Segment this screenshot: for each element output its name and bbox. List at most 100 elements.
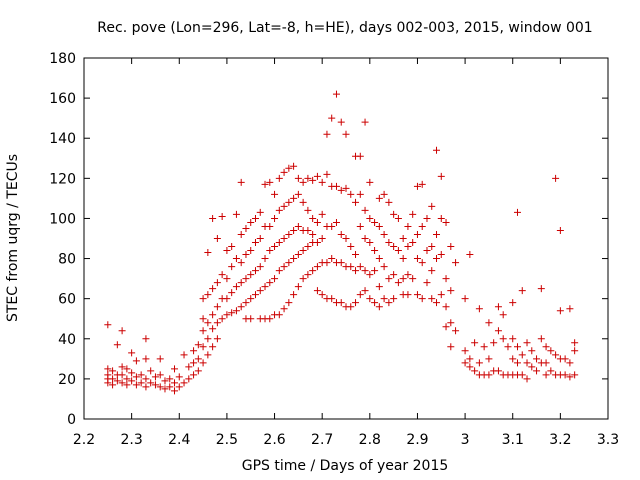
data-point (328, 255, 336, 263)
data-point (347, 243, 355, 251)
data-point (223, 311, 231, 319)
x-axis-label: GPS time / Days of year 2015 (242, 458, 449, 474)
data-point (371, 247, 379, 255)
data-point (285, 164, 293, 172)
data-point (209, 343, 217, 351)
data-point (256, 235, 264, 242)
data-point (247, 247, 255, 255)
data-point (413, 291, 421, 299)
data-point (304, 271, 312, 279)
data-point (232, 255, 240, 263)
data-point (542, 359, 550, 367)
data-point (271, 190, 279, 198)
data-point (556, 226, 564, 234)
data-point (366, 214, 374, 222)
data-point (461, 295, 469, 303)
data-point (385, 198, 393, 206)
data-point (509, 299, 517, 307)
data-point (371, 218, 379, 226)
chart-title: Rec. pove (Lon=296, Lat=-8, h=HE), days … (97, 20, 592, 36)
data-point (490, 339, 498, 347)
data-point (213, 319, 221, 327)
x-tick-label: 2.4 (168, 432, 190, 448)
y-axis-label: STEC from uqrg / TECUs (5, 154, 21, 322)
data-point (261, 180, 269, 188)
data-point (513, 208, 521, 216)
data-point (109, 375, 117, 383)
data-point (247, 295, 255, 303)
data-point (294, 190, 302, 198)
x-tick-label: 2.8 (359, 432, 381, 448)
data-point (290, 255, 298, 263)
data-point (251, 291, 259, 299)
data-point (380, 263, 388, 271)
data-point (475, 359, 483, 367)
data-point (533, 355, 541, 363)
data-point (147, 367, 155, 375)
data-point (332, 218, 340, 226)
data-point (256, 208, 264, 216)
data-point (394, 247, 402, 255)
data-point (242, 299, 250, 307)
data-point (304, 174, 312, 182)
data-point (542, 343, 550, 351)
data-points (104, 90, 579, 395)
data-point (399, 255, 407, 263)
data-point (356, 263, 364, 271)
data-point (209, 311, 217, 319)
data-point (518, 351, 526, 359)
data-point (228, 309, 236, 317)
data-point (204, 351, 212, 359)
data-point (209, 325, 217, 333)
data-point (171, 387, 179, 395)
x-tick-label: 2.3 (121, 432, 143, 448)
data-point (280, 168, 288, 176)
data-point (309, 230, 317, 238)
data-point (366, 178, 374, 186)
data-point (266, 279, 274, 287)
data-point (228, 263, 236, 271)
data-point (552, 174, 560, 182)
data-point (132, 381, 140, 389)
data-point (285, 299, 293, 307)
data-point (123, 365, 131, 373)
data-point (533, 367, 541, 375)
data-point (123, 381, 131, 389)
data-point (494, 327, 502, 335)
data-point (213, 303, 221, 311)
x-tick-label: 2.2 (73, 432, 95, 448)
data-point (566, 373, 574, 381)
data-point (266, 178, 274, 186)
data-point (566, 305, 574, 313)
data-point (151, 373, 159, 381)
data-point (247, 271, 255, 279)
data-point (266, 315, 274, 323)
data-point (561, 355, 569, 363)
y-tick-label: 80 (58, 252, 76, 268)
data-point (318, 178, 326, 186)
data-point (466, 355, 474, 363)
data-point (128, 349, 136, 357)
data-point (480, 343, 488, 351)
data-point (218, 271, 226, 279)
data-point (380, 190, 388, 198)
data-point (399, 275, 407, 283)
data-point (323, 259, 331, 267)
data-point (275, 267, 283, 275)
data-point (499, 311, 507, 319)
data-point (161, 377, 169, 385)
data-point (142, 375, 150, 383)
data-point (209, 285, 217, 293)
data-point (352, 198, 360, 206)
data-point (294, 251, 302, 259)
data-point (223, 275, 231, 283)
data-point (142, 355, 150, 363)
data-point (318, 210, 326, 218)
data-point (156, 355, 164, 363)
data-point (142, 383, 150, 391)
data-point (437, 172, 445, 180)
data-point (428, 295, 436, 303)
data-point (180, 351, 188, 359)
data-point (275, 239, 283, 247)
data-point (523, 339, 531, 347)
